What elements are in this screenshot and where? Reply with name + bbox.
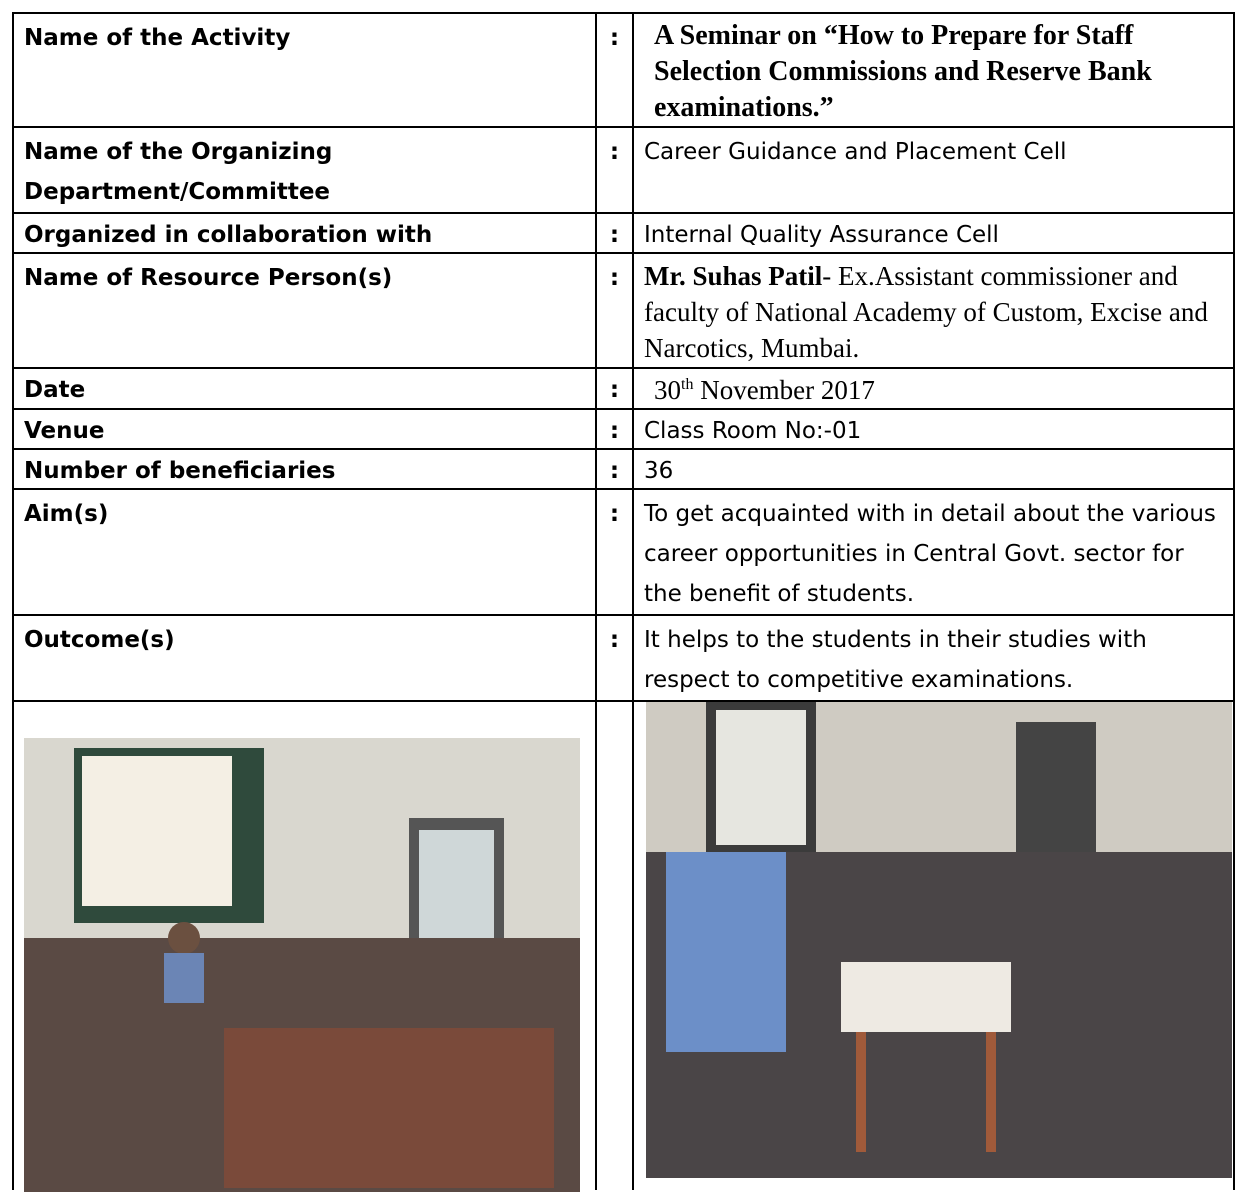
value: Mr. Suhas Patil- Ex.Assistant commission… <box>632 252 1235 369</box>
label: Date <box>12 367 597 410</box>
separator: : <box>595 126 634 214</box>
separator: : <box>595 488 634 616</box>
label: Outcome(s) <box>12 614 597 702</box>
separator: : <box>595 212 634 254</box>
month-year: November 2017 <box>693 375 875 405</box>
activity-table: Name of the Activity: A Seminar on “How t… <box>12 12 1235 1192</box>
photo-cell <box>12 700 597 1192</box>
value: Internal Quality Assurance Cell <box>632 212 1235 254</box>
row: Organized in collaboration with: Internal… <box>12 212 1235 254</box>
day: 30 <box>654 375 681 405</box>
label: Number of beneficiaries <box>12 448 597 490</box>
row: Aim(s): To get acquainted with in detail … <box>12 488 1235 616</box>
value: To get acquainted with in detail about t… <box>632 488 1235 616</box>
row: Date:30th November 2017 <box>12 367 1235 410</box>
separator: : <box>595 367 634 410</box>
row: Venue: Class Room No:-01 <box>12 408 1235 450</box>
label: Name of the Activity <box>12 12 597 128</box>
value: It helps to the students in their studie… <box>632 614 1235 702</box>
value: A Seminar on “How to Prepare for Staff S… <box>632 12 1235 128</box>
separator: : <box>595 408 634 450</box>
separator: : <box>595 614 634 702</box>
person-name: Mr. Suhas Patil <box>644 261 823 291</box>
value: 36 <box>632 448 1235 490</box>
value: Class Room No:-01 <box>632 408 1235 450</box>
separator: : <box>595 448 634 490</box>
person-description: - Ex.Assistant commissioner and faculty … <box>644 261 1208 363</box>
day-suffix: th <box>681 376 694 393</box>
photo <box>24 738 580 1192</box>
separator: : <box>595 252 634 369</box>
label: Name of the Organizing Department/Commit… <box>12 126 597 214</box>
photo-row <box>12 700 1235 1192</box>
value: Career Guidance and Placement Cell <box>632 126 1235 214</box>
row: Name of the Organizing Department/Commit… <box>12 126 1235 214</box>
photo-cell <box>632 700 1235 1190</box>
row: Name of the Activity: A Seminar on “How t… <box>12 12 1235 128</box>
label: Venue <box>12 408 597 450</box>
label: Name of Resource Person(s) <box>12 252 597 369</box>
photo <box>646 702 1232 1178</box>
separator: : <box>595 12 634 128</box>
row: Number of beneficiaries:36 <box>12 448 1235 490</box>
row: Name of Resource Person(s): Mr. Suhas Pat… <box>12 252 1235 369</box>
label: Aim(s) <box>12 488 597 616</box>
label: Organized in collaboration with <box>12 212 597 254</box>
value: 30th November 2017 <box>632 367 1235 410</box>
photo-separator-cell <box>595 700 634 1190</box>
row: Outcome(s): It helps to the students in t… <box>12 614 1235 702</box>
